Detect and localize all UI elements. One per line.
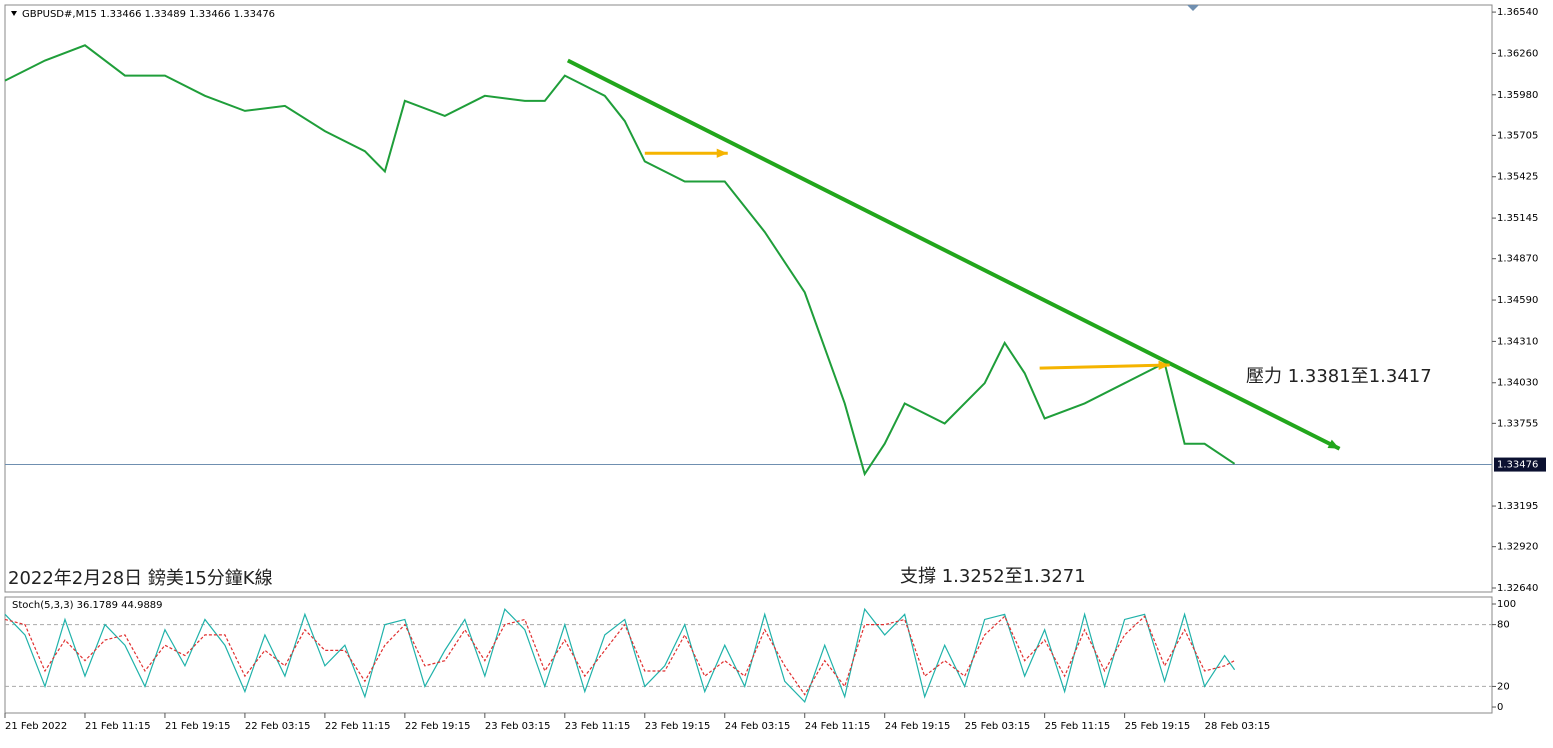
series-line — [4, 607, 1236, 703]
y-tick-label: 1.35980 — [1497, 90, 1538, 101]
trend-line — [1039, 363, 1170, 370]
y-tick-label: 1.33755 — [1497, 418, 1538, 429]
y-tick-label: 1.32920 — [1497, 542, 1538, 553]
x-tick-label: 23 Feb 03:15 — [485, 721, 551, 732]
arrow-head — [1158, 360, 1170, 370]
y-tick-label: 1.33195 — [1497, 501, 1538, 512]
annotation: 支撐 1.3252至1.3271 — [900, 566, 1086, 587]
x-tick-label: 22 Feb 11:15 — [325, 721, 391, 732]
arrow-head — [1327, 439, 1340, 449]
x-tick-label: 23 Feb 11:15 — [565, 721, 631, 732]
y-tick-label: 1.35145 — [1497, 213, 1538, 224]
arrow-head — [716, 148, 728, 158]
stoch-title: Stoch(5,3,3) 36.1789 44.9889 — [12, 600, 163, 611]
y-tick-label: 1.34030 — [1497, 378, 1538, 389]
x-tick-label: 24 Feb 11:15 — [805, 721, 871, 732]
x-tick-label: 24 Feb 19:15 — [885, 721, 951, 732]
stoch-panel — [4, 596, 1493, 714]
y-tick-label: 1.36260 — [1497, 48, 1538, 59]
x-tick-label: 25 Feb 11:15 — [1045, 721, 1111, 732]
x-tick-label: 22 Feb 19:15 — [405, 721, 471, 732]
x-tick-label: 21 Feb 11:15 — [85, 721, 151, 732]
x-tick-label: 21 Feb 19:15 — [165, 721, 231, 732]
x-tick-label: 21 Feb 2022 — [5, 721, 67, 732]
menu-marker — [11, 11, 17, 16]
series-line — [4, 44, 1236, 477]
y-tick-label: 20 — [1497, 681, 1510, 692]
y-tick-label: 1.34590 — [1497, 295, 1538, 306]
x-tick-label: 24 Feb 03:15 — [725, 721, 791, 732]
shift-marker — [1187, 5, 1199, 11]
y-tick-label: 1.34870 — [1497, 254, 1538, 265]
y-tick-label: 1.36540 — [1497, 7, 1538, 18]
y-tick-label: 80 — [1497, 620, 1510, 631]
series-line — [4, 615, 1235, 696]
x-tick-label: 25 Feb 03:15 — [965, 721, 1031, 732]
annotation: 2022年2月28日 鎊美15分鐘K線 — [8, 568, 273, 589]
x-tick-label: 23 Feb 19:15 — [645, 721, 711, 732]
x-tick-label: 22 Feb 03:15 — [245, 721, 311, 732]
y-tick-label: 1.35425 — [1497, 172, 1538, 183]
y-tick-label: 0 — [1497, 702, 1503, 713]
x-tick-label: 28 Feb 03:15 — [1205, 721, 1271, 732]
main-panel — [4, 4, 1493, 593]
y-tick-label: 1.35705 — [1497, 130, 1538, 141]
y-tick-label: 1.34310 — [1497, 336, 1538, 347]
y-tick-label: 100 — [1497, 599, 1516, 610]
current-price-label: 1.33476 — [1497, 460, 1538, 471]
trend-line — [566, 58, 1341, 451]
annotation: 壓力 1.3381至1.3417 — [1246, 366, 1432, 387]
y-tick-label: 1.32640 — [1497, 583, 1538, 594]
current-price-box — [1494, 457, 1546, 472]
x-tick-label: 25 Feb 19:15 — [1125, 721, 1191, 732]
chart-title: GBPUSD#,M15 1.33466 1.33489 1.33466 1.33… — [22, 9, 275, 20]
